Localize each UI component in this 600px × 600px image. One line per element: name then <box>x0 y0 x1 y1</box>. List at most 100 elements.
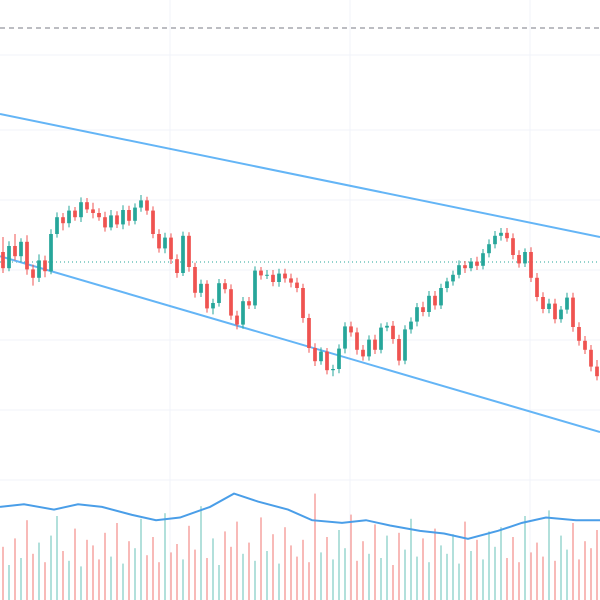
volume-bar <box>302 539 304 600</box>
candle-body <box>457 265 461 275</box>
volume-bar <box>542 556 544 600</box>
candle-body <box>157 234 161 249</box>
candle-body <box>151 210 155 234</box>
volume-bar <box>182 559 184 600</box>
volume-bar <box>476 539 478 600</box>
volume-bar <box>374 524 376 600</box>
volume-bar <box>554 560 556 600</box>
candle-body <box>493 235 497 245</box>
candle-body <box>223 283 227 290</box>
candle-body <box>253 270 257 306</box>
candle-body <box>403 329 407 361</box>
volume-bar <box>332 559 334 600</box>
volume-bar <box>260 517 262 600</box>
candle-body <box>397 339 401 361</box>
candle-body <box>61 217 65 224</box>
candle-body <box>331 369 335 371</box>
volume-bar <box>386 535 388 600</box>
volume-bar <box>398 532 400 600</box>
candle-body <box>355 332 359 350</box>
candle-body <box>373 339 377 350</box>
volume-bar <box>20 558 22 600</box>
volume-bar <box>368 553 370 600</box>
candle-body <box>511 238 515 255</box>
candle-body <box>529 252 533 278</box>
volume-bar <box>524 516 526 600</box>
volume-bar <box>518 562 520 600</box>
volume-bar <box>458 563 460 600</box>
volume-bar <box>566 549 568 600</box>
volume-bar <box>422 538 424 600</box>
candle-body <box>523 252 527 264</box>
volume-bar <box>32 553 34 600</box>
volume-bar <box>266 551 268 600</box>
candle-body <box>205 283 209 309</box>
candle-body <box>55 217 59 234</box>
candle-body <box>487 244 491 254</box>
volume-bar <box>38 542 40 600</box>
candle-body <box>541 297 545 309</box>
candle-body <box>313 348 317 362</box>
volume-bar <box>530 552 532 600</box>
candle-body <box>301 288 305 318</box>
candle-body <box>553 303 557 320</box>
volume-bar <box>284 527 286 600</box>
candle-body <box>115 215 119 225</box>
candle-body <box>469 261 473 269</box>
volume-bar <box>176 544 178 600</box>
volume-bar <box>452 534 454 600</box>
volume-ma-line <box>0 492 600 540</box>
candle-body <box>7 246 11 269</box>
volume-moving-average <box>0 492 600 540</box>
volume-bar <box>512 537 514 600</box>
candle-body <box>505 232 509 239</box>
volume-bar <box>428 562 430 600</box>
volume-bar <box>158 562 160 600</box>
volume-bar <box>50 535 52 600</box>
volume-bar <box>230 546 232 600</box>
channel-lower-line <box>0 255 600 433</box>
candle-body <box>97 213 101 218</box>
candle-body <box>133 207 137 221</box>
volume-bar <box>446 553 448 600</box>
volume-bar <box>68 560 70 600</box>
candle-body <box>319 351 323 362</box>
candle-body <box>343 326 347 349</box>
volume-bar <box>80 566 82 600</box>
candle-body <box>181 235 185 273</box>
volume-bar <box>410 518 412 600</box>
volume-bar <box>488 531 490 600</box>
candle-body <box>265 274 269 276</box>
candle-body <box>145 200 149 211</box>
candle-body <box>595 366 599 377</box>
candle-body <box>361 349 365 357</box>
candle-body <box>475 261 479 266</box>
candle-body <box>193 267 197 293</box>
volume-bar <box>128 541 130 600</box>
candle-body <box>217 283 221 303</box>
candle-body <box>247 301 251 306</box>
candle-body <box>415 307 419 322</box>
volume-bar <box>482 559 484 600</box>
volume-bar <box>392 565 394 600</box>
volume-bar <box>338 530 340 600</box>
volume-bar <box>434 528 436 600</box>
volume-bar <box>500 527 502 600</box>
volume-bar <box>8 565 10 600</box>
candle-body <box>283 273 287 279</box>
candle-body <box>445 281 449 288</box>
candle-body <box>499 232 503 236</box>
volume-bar <box>362 541 364 600</box>
volume-bar <box>236 521 238 600</box>
candle-body <box>85 202 89 210</box>
volume-bar <box>536 542 538 600</box>
volume-bar <box>152 537 154 600</box>
volume-bar <box>290 545 292 600</box>
volume-bar <box>560 535 562 600</box>
candle-body <box>169 237 173 260</box>
volume-bar <box>344 548 346 600</box>
candle-body <box>229 289 233 316</box>
volume-bar <box>170 552 172 600</box>
volume-bar <box>116 523 118 600</box>
volume-bar <box>122 563 124 600</box>
